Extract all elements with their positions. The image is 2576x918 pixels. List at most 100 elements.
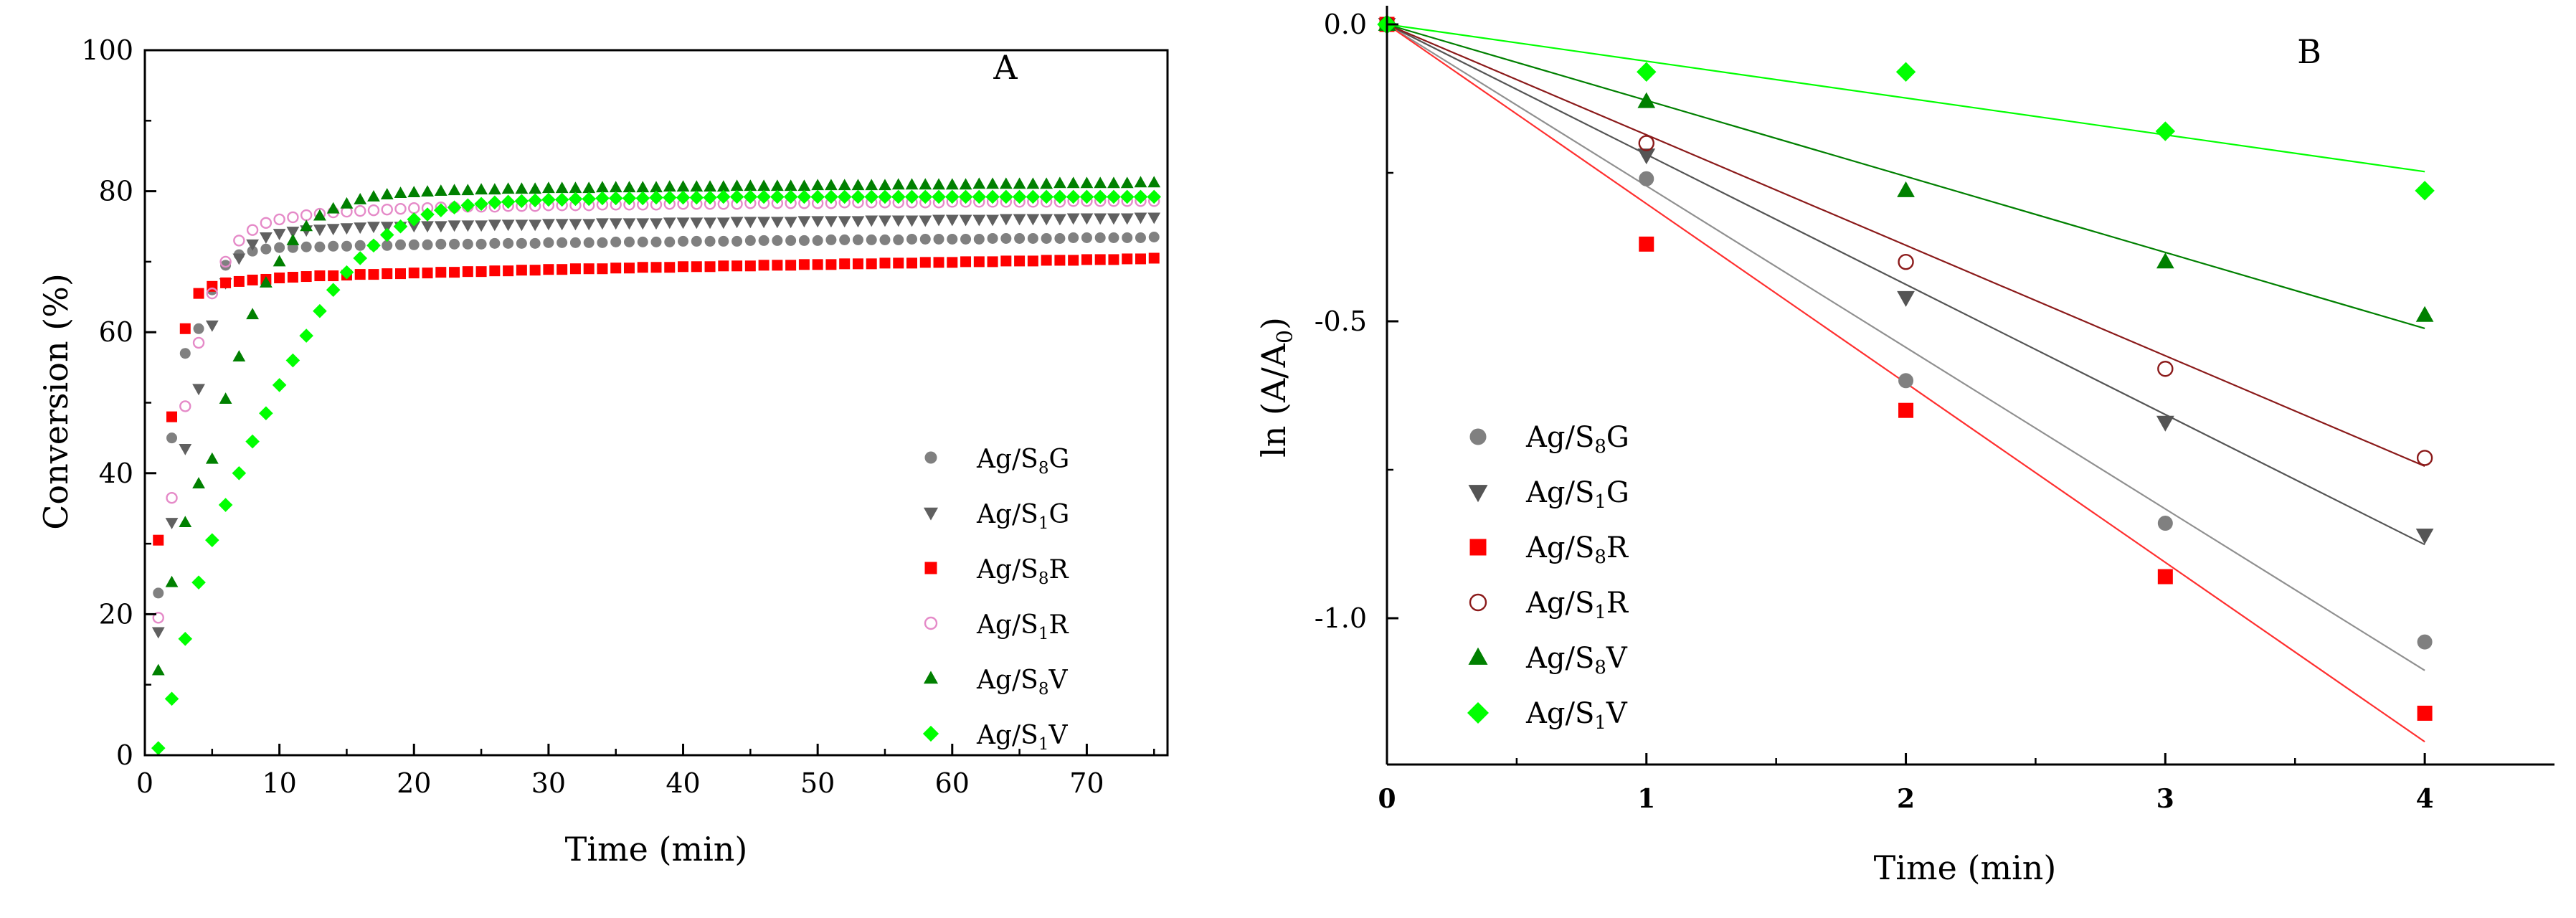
panel-a-point-ag-s1v	[299, 328, 313, 343]
panel-a-point-ag-s8v	[851, 179, 865, 191]
panel-a-point-ag-s8v	[1040, 177, 1053, 189]
panel-a-point-ag-s1g	[757, 217, 771, 229]
panel-a-point-ag-s8g	[906, 233, 917, 245]
panel-a-point-ag-s8r	[557, 264, 568, 275]
panel-a-point-ag-s8r	[408, 268, 420, 279]
panel-a-point-ag-s8g	[637, 236, 648, 247]
panel-a-point-ag-s1g	[1094, 213, 1107, 225]
panel-a-point-ag-s8g	[718, 235, 729, 247]
panel-a-point-ag-s1v	[433, 203, 448, 217]
panel-a-point-ag-s8v	[1147, 176, 1161, 188]
panel-a-point-ag-s1v	[729, 189, 744, 204]
panel-a-point-ag-s1g	[380, 222, 394, 234]
panel-a-point-ag-s8r	[758, 260, 770, 271]
panel-a-point-ag-s1v	[824, 189, 838, 204]
panel-b-point-ag-s8g	[1639, 171, 1654, 186]
panel-a-legend-label-ag-s1g-suffix: G	[1048, 500, 1069, 529]
panel-b-legend-label-ag-s1r-prefix: Ag/S	[1525, 587, 1594, 620]
panel-a-point-ag-s1g	[488, 219, 501, 232]
panel-b-y-axis-title: ln (A/A0)	[1254, 317, 1298, 458]
panel-a-point-ag-s1v	[393, 219, 408, 234]
panel-a-point-ag-s1g	[555, 219, 569, 231]
panel-a-point-ag-s8v	[757, 179, 771, 191]
panel-a-point-ag-s8g	[328, 240, 339, 252]
panel-b-fit-line-ag-s8v	[1386, 23, 2425, 329]
panel-b-series-ag-s1v	[1377, 14, 2435, 201]
panel-a-point-ag-s1v	[514, 194, 529, 209]
panel-a-point-ag-s8v	[582, 181, 596, 194]
panel-a-point-ag-s1v	[1026, 189, 1041, 204]
panel-a-point-ag-s1v	[932, 189, 946, 204]
panel-a-legend-marker-ag-s1r	[924, 616, 938, 630]
panel-a-legend-label-ag-s8g-suffix: G	[1048, 445, 1069, 474]
panel-a-series-ag-s8v	[151, 176, 1161, 676]
panel-b-point-ag-s1r	[2416, 450, 2433, 466]
panel-b-point-ag-s8v	[1897, 181, 1915, 197]
panel-b-legend-label-ag-s8v-subscript: 8	[1594, 657, 1606, 678]
panel-a-point-ag-s1r	[381, 203, 393, 216]
panel-a-point-ag-s8g	[1014, 232, 1026, 244]
panel-a: 0 10 20 30 40 50 60 70 0 20 40 60 80 100 A Time (min)…	[37, 34, 1169, 869]
panel-a-point-ag-s8v	[340, 197, 354, 209]
panel-a-point-ag-s8v	[354, 192, 367, 204]
panel-a-series-ag-s8r	[153, 252, 1160, 546]
panel-a-point-ag-s8r	[933, 257, 944, 268]
panel-a-point-ag-s1r	[260, 217, 273, 230]
panel-a-point-ag-s1g	[1107, 213, 1120, 225]
panel-a-x-tick-label: 10	[262, 767, 296, 799]
panel-a-point-ag-s8v	[461, 184, 475, 196]
panel-a-legend-label-ag-s1v-suffix: V	[1048, 721, 1068, 750]
panel-a-point-ag-s1g	[730, 217, 744, 229]
panel-a-point-ag-s8r	[1148, 252, 1160, 264]
panel-a-point-ag-s8g	[852, 234, 863, 245]
panel-a-point-ag-s8g	[382, 240, 393, 251]
panel-b-legend-label-ag-s1g: Ag/S1G	[1525, 476, 1629, 513]
panel-a-point-ag-s1r	[394, 202, 407, 215]
panel-a-point-ag-s1r	[367, 204, 380, 217]
panel-a-point-ag-s8v	[1026, 177, 1040, 189]
panel-a-point-ag-s8v	[367, 190, 380, 202]
panel-a-point-ag-s1g	[1026, 214, 1040, 226]
panel-a-point-ag-s1v	[272, 378, 287, 392]
panel-b-point-ag-s8g	[2417, 634, 2433, 650]
panel-a-label: A	[993, 48, 1018, 87]
panel-a-point-ag-s1v	[326, 283, 341, 298]
panel-a-point-ag-s1g	[1080, 213, 1094, 225]
panel-a-point-ag-s1g	[770, 217, 784, 229]
panel-a-point-ag-s8g	[529, 237, 541, 249]
panel-a-x-tick-label: 40	[666, 767, 700, 799]
panel-a-point-ag-s1v	[958, 189, 973, 204]
panel-a-point-ag-s8v	[259, 275, 273, 288]
panel-a-point-ag-s8v	[811, 179, 825, 191]
panel-a-point-ag-s8v	[879, 179, 891, 191]
panel-a-legend-label-ag-s8g: Ag/S8G	[976, 445, 1069, 478]
panel-a-legend-label-ag-s8r-subscript: 8	[1038, 569, 1049, 588]
panel-b-y-axis-title-end: )	[1254, 317, 1293, 330]
panel-b-x-tick-label: 2	[1897, 784, 1915, 814]
panel-a-point-ag-s1g	[1040, 214, 1053, 226]
panel-a-point-ag-s8v	[501, 182, 515, 194]
panel-a-point-ag-s8r	[368, 269, 379, 280]
panel-a-legend-marker-ag-s8v	[923, 671, 939, 684]
panel-a-point-ag-s8r	[866, 258, 877, 270]
panel-a-point-ag-s1g	[986, 214, 999, 227]
panel-a-point-ag-s8v	[286, 233, 300, 245]
panel-a-point-ag-s8r	[691, 261, 702, 273]
panel-a-x-tick-label: 70	[1069, 767, 1104, 799]
panel-a-point-ag-s1g	[609, 218, 622, 230]
panel-a-point-ag-s1r	[206, 287, 219, 300]
panel-a-point-ag-s8r	[973, 256, 985, 268]
panel-a-point-ag-s1g	[622, 218, 636, 230]
panel-a-point-ag-s1g	[596, 218, 609, 230]
panel-a-point-ag-s8g	[475, 238, 487, 250]
panel-a-point-ag-s8v	[919, 178, 932, 190]
panel-a-point-ag-s1g	[1120, 213, 1134, 225]
panel-a-point-ag-s8r	[839, 258, 851, 270]
panel-a-point-ag-s1g	[475, 220, 488, 232]
panel-a-point-ag-s8r	[153, 534, 164, 546]
panel-b-point-ag-s1v	[2155, 121, 2176, 141]
panel-a-point-ag-s1v	[878, 189, 892, 204]
panel-b-point-ag-s1r	[1898, 254, 1914, 270]
panel-a-point-ag-s8g	[610, 236, 622, 247]
panel-a-x-tick-label: 30	[531, 767, 566, 799]
